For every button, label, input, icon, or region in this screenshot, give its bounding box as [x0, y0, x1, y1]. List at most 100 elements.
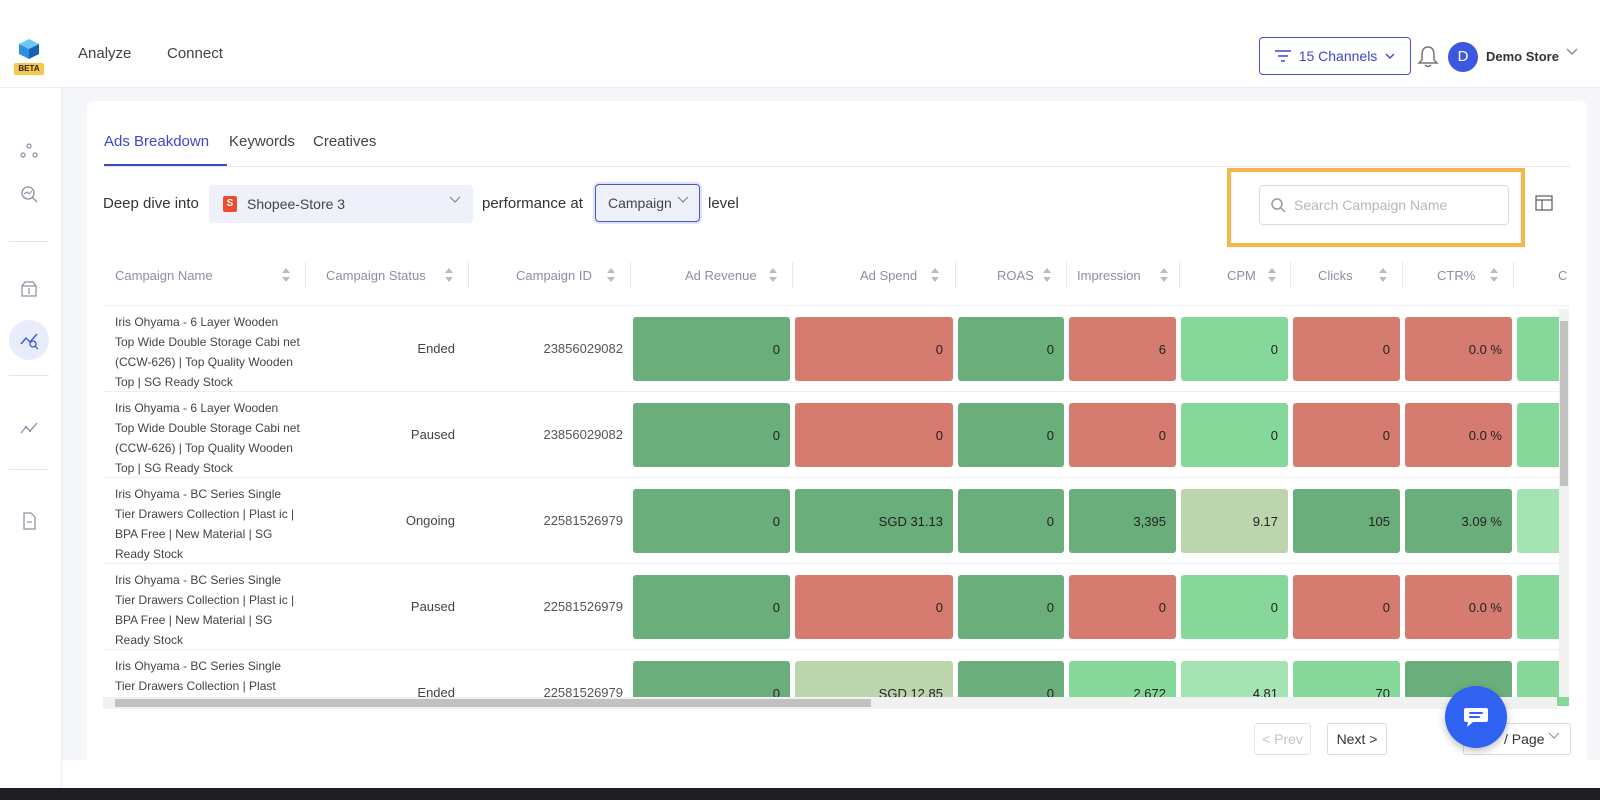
campaign-id-cell: 23856029082: [543, 427, 623, 442]
column-divider: [1179, 262, 1180, 288]
column-divider: [468, 262, 469, 288]
channels-filter-button[interactable]: 15 Channels: [1259, 37, 1411, 75]
campaign-name-cell: Iris Ohyama - BC Series Single Tier Draw…: [115, 659, 282, 693]
ctr-cell: 0.0 %: [1405, 317, 1512, 381]
sort-icon[interactable]: [1378, 266, 1388, 284]
horizontal-scrollbar[interactable]: [103, 697, 1557, 709]
app-logo[interactable]: BETA: [14, 38, 44, 76]
column-header[interactable]: Campaign Status: [326, 268, 426, 283]
horizontal-scroll-thumb[interactable]: [115, 699, 871, 707]
ad-revenue-cell: 0: [633, 575, 790, 639]
campaign-status-cell: Ongoing: [405, 513, 455, 528]
cube-logo-icon: [19, 39, 39, 59]
ad-spend-cell: SGD 31.13: [795, 489, 953, 553]
campaign-status-cell: Ended: [417, 341, 455, 356]
sort-icon[interactable]: [1042, 266, 1052, 284]
tab-ads-breakdown[interactable]: Ads Breakdown: [104, 133, 210, 150]
ads-analytics-icon[interactable]: [19, 330, 39, 350]
ad-spend-cell: 0: [795, 403, 953, 467]
sidebar-item-ads-active[interactable]: [9, 320, 49, 360]
prev-page-button[interactable]: < Prev: [1254, 723, 1311, 755]
trend-icon[interactable]: [19, 418, 39, 438]
vertical-scroll-thumb[interactable]: [1560, 321, 1568, 486]
tab-keywords[interactable]: Keywords: [229, 133, 295, 150]
column-header[interactable]: Campaign Name: [115, 268, 213, 283]
column-header[interactable]: CPM: [1227, 268, 1256, 283]
sidebar-divider: [9, 469, 49, 470]
sort-icon[interactable]: [1159, 266, 1169, 284]
campaign-name-cell: Iris Ohyama - BC Series Single Tier Draw…: [115, 487, 295, 561]
column-header[interactable]: Clicks: [1318, 268, 1353, 283]
column-header[interactable]: Campaign ID: [516, 268, 592, 283]
sort-icon[interactable]: [768, 266, 778, 284]
top-bar: BETA Analyze Connect 15 Channels D Demo …: [0, 0, 1600, 88]
left-sidebar: [0, 88, 62, 800]
column-divider: [792, 262, 793, 288]
sort-icon[interactable]: [444, 266, 454, 284]
window-bottom-edge: [0, 788, 1600, 800]
notification-bell-icon[interactable]: [1417, 44, 1439, 68]
store-select-value: Shopee-Store 3: [247, 196, 346, 212]
level-select-value: Campaign: [608, 195, 672, 211]
column-header[interactable]: Impression: [1077, 268, 1141, 283]
sort-icon[interactable]: [281, 266, 291, 284]
level-select[interactable]: Campaign: [595, 184, 700, 222]
column-divider: [1290, 262, 1291, 288]
vertical-scrollbar[interactable]: [1559, 309, 1569, 697]
sidebar-divider: [9, 375, 49, 376]
search-highlight-box: [1227, 168, 1525, 247]
column-header[interactable]: CTR%: [1437, 268, 1476, 283]
column-header[interactable]: C: [1558, 268, 1568, 283]
search-analytics-icon[interactable]: [19, 184, 39, 204]
search-input[interactable]: [1294, 197, 1494, 213]
avatar[interactable]: D: [1448, 42, 1478, 72]
campaign-status-cell: Paused: [410, 427, 455, 442]
campaign-id-cell: 22581526979: [543, 599, 623, 614]
ad-spend-cell: 0: [795, 317, 953, 381]
nav-analyze[interactable]: Analyze: [78, 45, 132, 62]
clicks-cell: 105: [1293, 489, 1400, 553]
level-suffix-label: level: [708, 195, 739, 212]
chevron-down-icon[interactable]: [1566, 48, 1578, 56]
impression-cell: 0: [1069, 575, 1176, 639]
roas-cell: 0: [958, 317, 1064, 381]
shopee-icon: S: [223, 196, 237, 212]
chat-support-button[interactable]: [1445, 686, 1507, 748]
table-row[interactable]: Iris Ohyama - 6 Layer Wooden Top Wide Do…: [103, 392, 1569, 478]
sort-icon[interactable]: [1267, 266, 1277, 284]
search-box[interactable]: [1259, 185, 1509, 225]
store-name[interactable]: Demo Store: [1486, 49, 1559, 64]
ad-revenue-cell: 0: [633, 317, 790, 381]
column-header[interactable]: Ad Revenue: [685, 268, 757, 283]
column-divider: [305, 262, 306, 288]
sort-icon[interactable]: [1489, 266, 1499, 284]
sort-icon[interactable]: [606, 266, 616, 284]
campaign-id-cell: 22581526979: [543, 685, 623, 700]
ad-revenue-cell: 0: [633, 489, 790, 553]
table-row[interactable]: Iris Ohyama - 6 Layer Wooden Top Wide Do…: [103, 306, 1569, 392]
impression-cell: 0: [1069, 403, 1176, 467]
nav-connect[interactable]: Connect: [167, 45, 223, 62]
document-icon[interactable]: [19, 511, 39, 531]
active-tab-indicator: [104, 164, 227, 166]
column-header[interactable]: ROAS: [997, 268, 1034, 283]
table-row[interactable]: Iris Ohyama - BC Series Single Tier Draw…: [103, 478, 1569, 564]
sidebar-divider: [9, 241, 49, 242]
ctr-cell: 3.09 %: [1405, 489, 1512, 553]
sort-icon[interactable]: [930, 266, 940, 284]
tab-creatives[interactable]: Creatives: [313, 133, 377, 150]
column-divider: [955, 262, 956, 288]
roas-cell: 0: [958, 575, 1064, 639]
table-row[interactable]: Iris Ohyama - BC Series Single Tier Draw…: [103, 564, 1569, 650]
next-page-button[interactable]: Next >: [1327, 723, 1387, 755]
performance-label: performance at: [482, 195, 583, 212]
deep-dive-label: Deep dive into: [103, 195, 199, 212]
store-icon[interactable]: [19, 279, 39, 299]
search-icon: [1271, 198, 1286, 213]
column-settings-icon[interactable]: [1535, 194, 1553, 212]
column-header[interactable]: Ad Spend: [860, 268, 918, 283]
chevron-down-icon: [1548, 732, 1560, 739]
store-select[interactable]: S Shopee-Store 3: [209, 185, 473, 223]
chevron-down-icon: [449, 196, 461, 203]
nodes-icon[interactable]: [19, 141, 39, 161]
